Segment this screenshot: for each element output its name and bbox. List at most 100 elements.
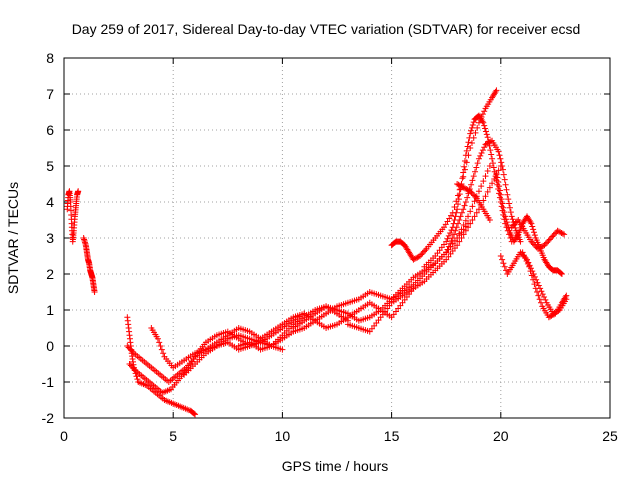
data-point: [531, 281, 538, 288]
data-point: [452, 213, 459, 220]
data-point: [488, 151, 495, 158]
data-point: [548, 312, 555, 319]
data-point: [501, 209, 508, 216]
data-point: [467, 220, 474, 227]
data-point: [467, 208, 474, 215]
series-arc-7: [181, 285, 417, 378]
data-point: [514, 232, 521, 239]
x-tick-label: 25: [602, 428, 618, 444]
data-point: [473, 209, 480, 216]
data-point: [129, 348, 136, 355]
data-point: [459, 175, 466, 182]
data-point: [460, 169, 467, 176]
data-point: [499, 256, 506, 263]
data-point: [481, 122, 488, 129]
data-point: [458, 183, 465, 190]
data-point: [550, 232, 557, 239]
data-point: [461, 185, 468, 192]
data-point: [463, 147, 470, 154]
data-point: [499, 166, 506, 173]
data-point: [456, 230, 463, 237]
data-point: [555, 228, 562, 235]
data-point: [414, 254, 421, 261]
data-point: [502, 181, 509, 188]
data-point: [455, 196, 462, 203]
data-point: [482, 141, 489, 148]
data-point: [554, 227, 561, 234]
data-point: [508, 224, 515, 231]
data-point: [469, 121, 476, 128]
data-point: [458, 235, 465, 241]
data-point: [541, 294, 548, 301]
data-point: [489, 160, 496, 167]
data-point: [471, 213, 478, 220]
data-point: [544, 239, 551, 246]
data-point: [126, 361, 133, 367]
data-point: [482, 125, 489, 132]
data-point: [557, 229, 564, 236]
data-point: [527, 268, 534, 275]
data-point: [513, 218, 520, 225]
series-arc-18: [519, 249, 570, 321]
data-point: [469, 191, 476, 198]
series-arc-16: [497, 249, 570, 317]
data-point: [478, 183, 485, 190]
data-point: [461, 163, 468, 170]
data-point: [547, 313, 554, 320]
y-tick-label: 3: [46, 230, 54, 246]
data-point: [454, 201, 461, 208]
data-point: [506, 200, 513, 207]
data-point: [534, 279, 541, 286]
data-point: [535, 282, 542, 289]
data-point: [484, 188, 491, 195]
data-point: [411, 255, 418, 262]
data-point: [454, 181, 461, 187]
x-tick-label: 20: [493, 428, 509, 444]
data-point: [505, 224, 512, 231]
data-point: [542, 240, 549, 247]
data-point: [508, 213, 515, 220]
data-point: [528, 238, 535, 245]
data-point: [483, 131, 490, 138]
data-point: [457, 213, 464, 220]
data-point: [133, 373, 140, 380]
data-point: [482, 173, 489, 180]
data-point: [413, 255, 420, 262]
data-point: [495, 148, 502, 155]
data-point: [517, 238, 524, 245]
data-point: [443, 249, 450, 256]
data-point: [487, 147, 494, 154]
y-tick-label: 6: [46, 122, 54, 138]
data-point: [489, 180, 496, 187]
series-arc-15: [493, 170, 565, 277]
data-point: [129, 363, 136, 370]
data-point: [487, 138, 494, 145]
data-point: [558, 229, 565, 236]
data-point: [528, 220, 535, 227]
data-point: [480, 197, 487, 204]
data-point: [562, 294, 569, 301]
data-point: [545, 237, 552, 244]
data-point: [469, 217, 476, 223]
data-point: [467, 130, 474, 137]
data-point: [500, 171, 507, 178]
data-point: [505, 196, 512, 203]
data-point: [471, 192, 478, 199]
data-point: [461, 202, 468, 209]
data-point: [482, 128, 489, 135]
data-point: [551, 230, 558, 237]
data-point: [479, 111, 486, 118]
data-point: [469, 177, 476, 184]
x-tick-label: 0: [60, 428, 68, 444]
plot-frame: [63, 57, 611, 419]
data-point: [497, 191, 504, 198]
data-point: [465, 213, 472, 220]
data-point: [473, 164, 480, 171]
data-point: [418, 251, 425, 258]
data-point: [492, 88, 499, 95]
data-point: [524, 260, 531, 267]
data-point: [127, 362, 134, 369]
series-arc-10: [344, 163, 504, 335]
data-point: [458, 226, 465, 233]
data-point: [481, 144, 488, 151]
